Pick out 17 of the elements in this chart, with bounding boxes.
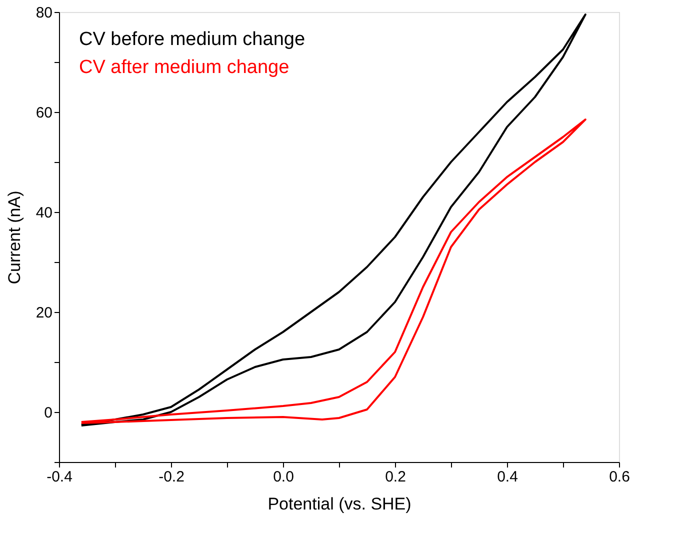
y-axis-title: Current (nA) (4, 190, 24, 284)
line-series (80, 118, 586, 424)
y-tick-label: 80 (36, 4, 52, 22)
y-tick-label: 20 (36, 304, 52, 322)
x-tick-label: 0.6 (609, 468, 630, 486)
y-tick-label: 0 (44, 404, 52, 422)
x-tick-label: -0.4 (46, 468, 72, 486)
y-tick-label: 60 (36, 104, 52, 122)
text: CV after medium change (79, 57, 290, 78)
text: CV before medium change (79, 29, 306, 50)
x-tick-label: -0.2 (158, 468, 184, 486)
x-tick-label: 0.0 (273, 468, 294, 486)
x-tick-label: 0.2 (385, 468, 406, 486)
x-tick-label: 0.4 (497, 468, 518, 486)
y-tick-label: 40 (36, 204, 52, 222)
x-axis-title: Potential (vs. SHE) (268, 494, 412, 514)
line-series (80, 14, 586, 426)
